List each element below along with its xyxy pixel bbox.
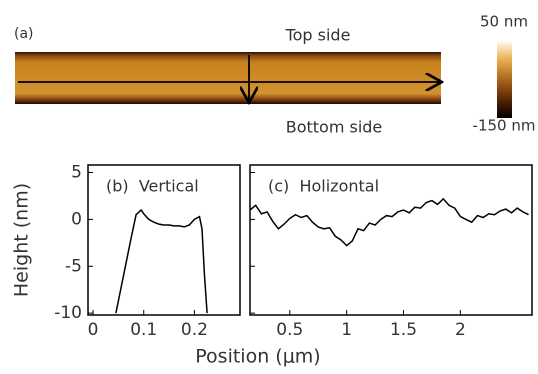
x-tick-label: 2 bbox=[455, 320, 466, 340]
y-axis-label: Height (nm) bbox=[11, 183, 33, 297]
colorbar bbox=[497, 40, 512, 118]
x-tick-label: 1.5 bbox=[390, 320, 417, 340]
annotation: Top side bbox=[285, 26, 351, 45]
y-tick-label: 5 bbox=[71, 163, 82, 183]
x-tick-label: 0.2 bbox=[181, 320, 208, 340]
afm-image bbox=[15, 52, 441, 104]
y-tick-label: -5 bbox=[65, 256, 82, 276]
data-line bbox=[250, 199, 529, 246]
y-tick-label: 0 bbox=[71, 209, 82, 229]
x-tick-label: 0 bbox=[88, 320, 99, 340]
x-tick-label: 0.5 bbox=[276, 320, 303, 340]
x-axis-label: Position (μm) bbox=[195, 346, 320, 368]
x-tick-label: 1 bbox=[341, 320, 352, 340]
x-tick-label: 0.1 bbox=[130, 320, 157, 340]
y-tick-label: -10 bbox=[54, 303, 82, 323]
panel-label: (a) bbox=[14, 26, 34, 42]
colorbar-label: -150 nm bbox=[473, 117, 536, 135]
panel-title: (c) Holizontal bbox=[268, 177, 379, 196]
panel-title: (b) Vertical bbox=[106, 177, 199, 196]
figure: (a) Top side Bottom side Height (nm) Pos… bbox=[0, 0, 538, 374]
data-line bbox=[116, 210, 207, 313]
colorbar-label: 50 nm bbox=[480, 13, 528, 31]
annotation: Bottom side bbox=[286, 118, 383, 137]
